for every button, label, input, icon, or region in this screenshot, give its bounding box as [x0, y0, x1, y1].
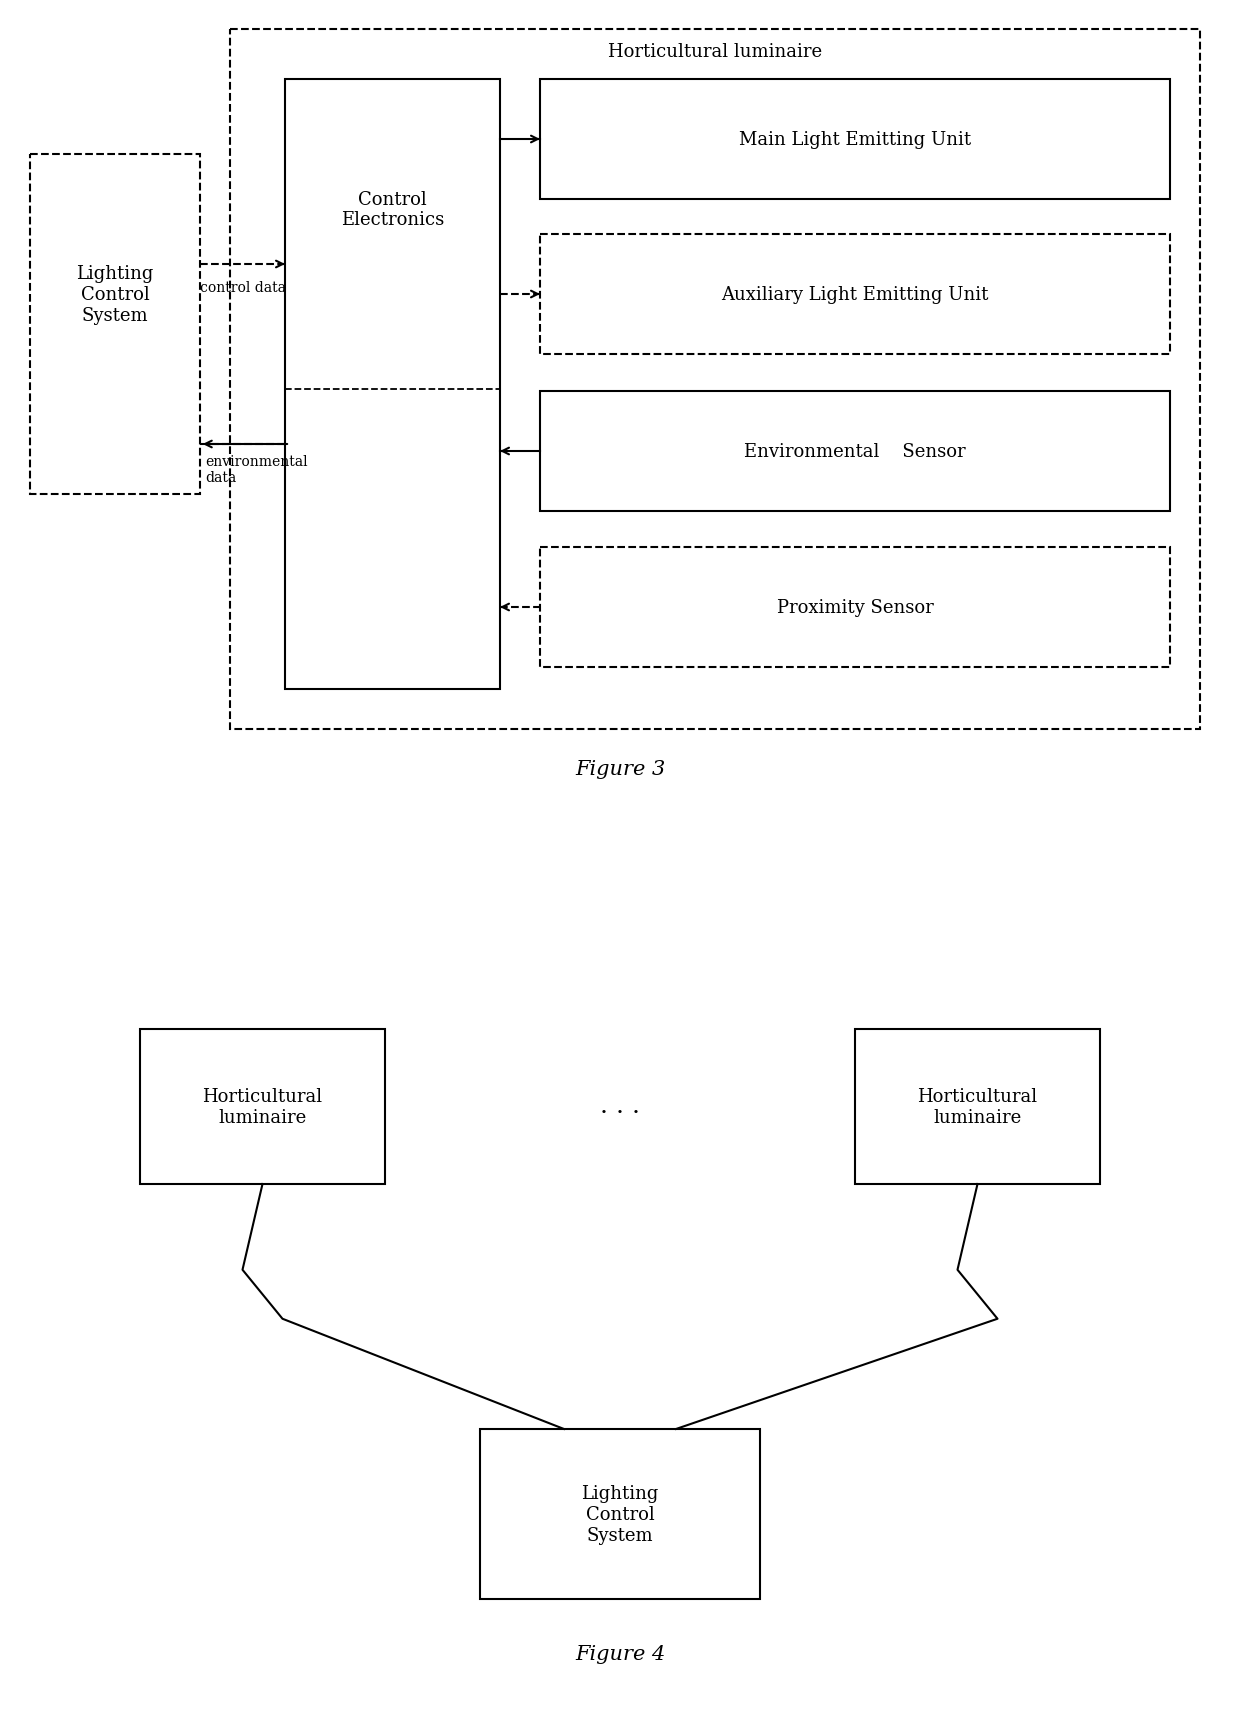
Bar [539, 234, 1171, 355]
Text: environmental
data: environmental data [205, 455, 308, 484]
Text: Environmental    Sensor: Environmental Sensor [744, 443, 966, 460]
Bar [539, 79, 1171, 200]
Bar [856, 1029, 1100, 1184]
Text: Control
Electronics: Control Electronics [341, 191, 444, 229]
Text: Main Light Emitting Unit: Main Light Emitting Unit [739, 131, 971, 148]
Text: Horticultural
luminaire: Horticultural luminaire [918, 1087, 1038, 1127]
Text: Proximity Sensor: Proximity Sensor [776, 598, 934, 617]
Text: Figure 3: Figure 3 [575, 760, 665, 779]
Bar [140, 1029, 384, 1184]
Bar [480, 1428, 760, 1599]
Text: Horticultural
luminaire: Horticultural luminaire [202, 1087, 322, 1127]
Text: Auxiliary Light Emitting Unit: Auxiliary Light Emitting Unit [722, 286, 988, 303]
Bar [539, 548, 1171, 667]
Text: control data: control data [200, 281, 285, 295]
Text: Lighting
Control
System: Lighting Control System [77, 265, 154, 324]
Bar [229, 29, 1200, 729]
Bar [539, 391, 1171, 512]
Text: Horticultural luminaire: Horticultural luminaire [608, 43, 822, 60]
Bar [285, 79, 500, 689]
Bar [30, 155, 200, 495]
Text: . . .: . . . [600, 1094, 640, 1118]
Text: Figure 4: Figure 4 [575, 1644, 665, 1663]
Text: Lighting
Control
System: Lighting Control System [582, 1484, 658, 1544]
